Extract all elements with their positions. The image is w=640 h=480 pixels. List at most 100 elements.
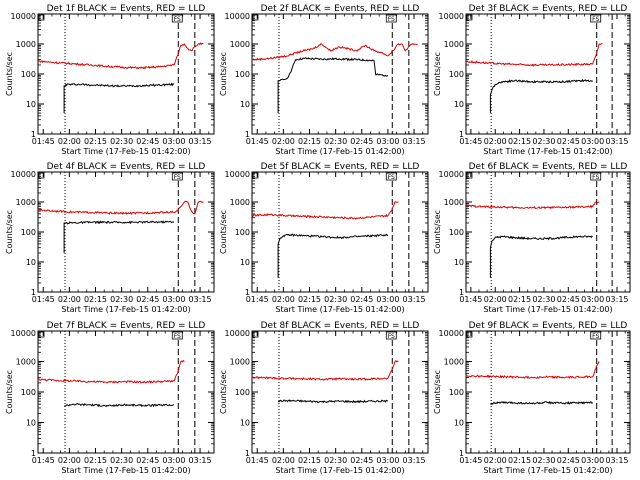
y-axis-label: Counts/sec [433,210,442,254]
flag-marker-label: FS [388,16,395,23]
x-tick-label: 02:45 [350,295,373,304]
y-tick-label: 10000 [439,170,464,179]
x-tick-label: 03:15 [189,295,212,304]
detector-panel-7: Det 7f BLACK = Events, RED = LLD 1 10 100 10… [5,321,215,475]
y-tick-label: 100 [449,228,464,237]
y-tick-label: 10 [26,419,36,428]
panel-title: Det 7f BLACK = Events, RED = LLD [47,321,206,331]
x-tick-label: 02:00 [484,137,507,146]
y-tick-label: 1 [245,288,250,297]
x-tick-label: 02:15 [84,456,107,465]
y-tick-label: 100 [449,388,464,397]
x-tick-label: 02:45 [136,137,159,146]
y-tick-label: 10000 [11,329,36,338]
x-tick-label: 02:00 [272,137,295,146]
flag-marker-label: FS [388,333,395,340]
x-tick-label: 02:00 [58,137,81,146]
panel-title: Det 8f BLACK = Events, RED = LLD [261,321,420,331]
detector-panel-3: Det 3f BLACK = Events, RED = LLD 1 10 100 10… [433,4,631,156]
x-axis-label: Start Time (17-Feb-15 01:42:00) [61,147,190,156]
y-tick-label: 100 [235,70,250,79]
y-tick-label: 10000 [439,329,464,338]
plot-frame [37,330,215,454]
lld-series-line [38,42,204,70]
y-tick-label: 10000 [11,170,36,179]
x-tick-label: 03:00 [162,456,185,465]
detector-panel-8: Det 8f BLACK = Events, RED = LLD 1 10 100 10… [219,321,429,475]
x-tick-label: 03:15 [605,137,628,146]
flag-marker-box [385,172,397,181]
x-tick-label: 01:45 [32,137,55,146]
y-tick-label: 1000 [230,358,250,367]
y-tick-label: 10000 [439,12,464,21]
x-tick-label: 02:45 [557,456,580,465]
x-axis-label: Start Time (17-Feb-15 01:42:00) [61,466,190,475]
corner-marker [252,14,259,21]
x-tick-label: 02:00 [484,456,507,465]
x-tick-label: 02:15 [508,456,531,465]
plot-frame [465,13,631,135]
x-tick-label: 02:30 [110,137,133,146]
flag-marker-box [590,331,602,340]
flag-marker-box [590,14,602,23]
flag-marker-box [385,331,397,340]
panel-title: Det 5f BLACK = Events, RED = LLD [261,162,420,172]
y-axis-label: Counts/sec [5,52,14,96]
flag-marker-box [171,172,183,181]
x-tick-label: 02:00 [58,295,81,304]
x-tick-label: 02:30 [532,295,555,304]
x-tick-label: 02:15 [508,295,531,304]
x-tick-label: 03:15 [403,137,426,146]
corner-marker [466,172,473,179]
events-series-line [489,78,594,113]
x-tick-label: 02:15 [298,295,321,304]
y-axis-label: Counts/sec [219,52,228,96]
y-tick-label: 10 [454,100,464,109]
panel-title: Det 6f BLACK = Events, RED = LLD [469,162,628,172]
y-tick-label: 10000 [225,170,250,179]
x-tick-label: 01:45 [246,295,269,304]
events-series-line [277,399,389,404]
x-tick-label: 03:15 [403,295,426,304]
x-tick-label: 01:45 [459,137,482,146]
x-tick-label: 02:30 [532,456,555,465]
lld-series-line [38,359,185,384]
y-tick-label: 10 [26,100,36,109]
panel-title: Det 3f BLACK = Events, RED = LLD [469,4,628,14]
x-axis-label: Start Time (17-Feb-15 01:42:00) [61,305,190,314]
y-tick-label: 1 [31,288,36,297]
x-tick-label: 02:30 [110,295,133,304]
flag-marker-box [385,14,397,23]
y-axis-label: Counts/sec [433,370,442,414]
x-tick-label: 02:15 [84,137,107,146]
y-axis-label: Counts/sec [5,370,14,414]
x-axis-label: Start Time (17-Feb-15 01:42:00) [275,305,404,314]
lld-series-line [466,361,600,380]
panel-title: Det 2f BLACK = Events, RED = LLD [261,4,420,14]
events-series-line [277,57,389,113]
x-axis-label: Start Time (17-Feb-15 01:42:00) [483,147,612,156]
y-tick-label: 1000 [16,198,36,207]
x-tick-label: 03:00 [376,137,399,146]
y-tick-label: 1 [459,130,464,139]
lld-series-line [466,201,600,210]
plot-frame [37,13,215,135]
x-tick-label: 01:45 [459,295,482,304]
x-tick-label: 02:45 [350,137,373,146]
x-tick-label: 02:00 [58,456,81,465]
y-tick-label: 10000 [11,12,36,21]
x-tick-label: 01:45 [246,456,269,465]
y-tick-label: 100 [235,388,250,397]
y-tick-label: 1000 [230,198,250,207]
y-tick-label: 100 [449,70,464,79]
x-tick-label: 02:45 [350,456,373,465]
events-series-line [489,235,593,278]
x-tick-label: 02:15 [298,137,321,146]
x-tick-label: 02:45 [557,295,580,304]
x-tick-label: 02:45 [136,295,159,304]
flag-marker-box [171,14,183,23]
y-tick-label: 1000 [444,198,464,207]
corner-marker [38,172,45,179]
y-tick-label: 1 [459,449,464,458]
